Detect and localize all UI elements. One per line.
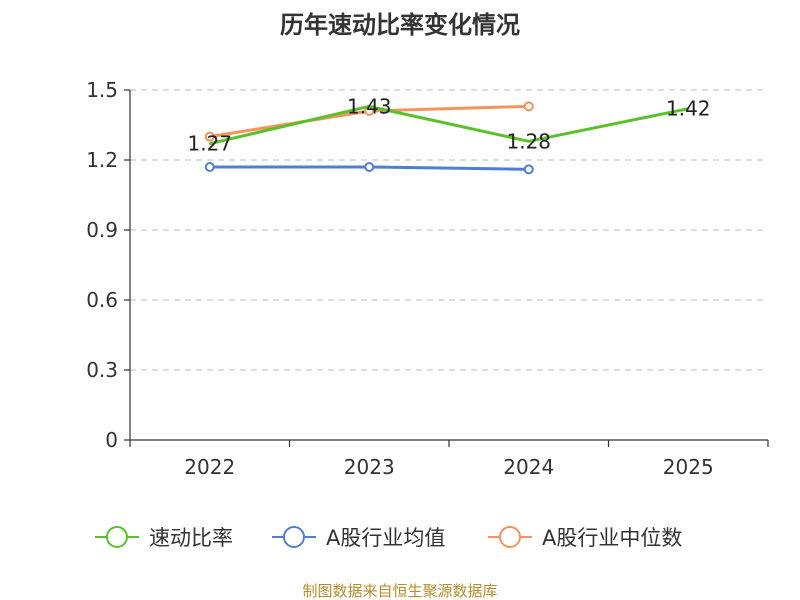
- legend-item-1[interactable]: A股行业均值: [272, 526, 445, 550]
- series-point-0[interactable]: [527, 140, 530, 143]
- legend-circle-icon: [499, 526, 521, 548]
- x-tick-label: 2022: [184, 455, 235, 479]
- series-point-2[interactable]: [204, 131, 215, 142]
- data-label: 1.43: [347, 94, 392, 118]
- y-tick-label: 1.5: [86, 78, 118, 102]
- y-tick-label: 0.3: [86, 358, 118, 382]
- y-tick-label: 1.2: [86, 148, 118, 172]
- y-tick-label: 0.9: [86, 218, 118, 242]
- legend-label: A股行业中位数: [542, 526, 682, 550]
- legend-circle-icon: [283, 526, 305, 548]
- data-label: 1.27: [187, 132, 232, 156]
- legend-item-0[interactable]: 速动比率: [95, 526, 233, 550]
- source-note: 制图数据来自恒生聚源数据库: [302, 582, 497, 600]
- series-point-1[interactable]: [523, 164, 534, 175]
- legend[interactable]: 速动比率 A股行业均值 A股行业中位数: [95, 526, 682, 550]
- legend-label: A股行业均值: [326, 526, 445, 550]
- series-point-0[interactable]: [368, 105, 371, 108]
- series-group: [204, 101, 690, 175]
- legend-circle-icon: [106, 526, 128, 548]
- series-line-0: [209, 104, 689, 146]
- gridlines: [130, 89, 768, 371]
- series-point-2[interactable]: [523, 101, 534, 112]
- chart-title: 历年速动比率变化情况: [280, 11, 520, 39]
- axes: 0 0.3 0.6 0.9 1.2 1.5 2022 2023 2024 2025: [86, 78, 769, 479]
- y-tick-label: 0.6: [86, 288, 118, 312]
- x-tick-label: 2024: [503, 455, 554, 479]
- series-point-1[interactable]: [204, 162, 215, 172]
- legend-label: 速动比率: [149, 526, 233, 550]
- legend-item-2[interactable]: A股行业中位数: [488, 526, 682, 550]
- y-tick-label: 0: [105, 428, 118, 452]
- data-label: 1.42: [666, 97, 711, 121]
- series-point-0[interactable]: [208, 142, 211, 145]
- x-tick-label: 2023: [344, 455, 395, 479]
- series-point-1[interactable]: [364, 162, 375, 172]
- x-tick-label: 2025: [663, 455, 714, 479]
- series-point-0[interactable]: [687, 107, 690, 110]
- data-labels: 1.27 1.43 1.28 1.42: [187, 94, 710, 155]
- data-label: 1.28: [506, 129, 551, 153]
